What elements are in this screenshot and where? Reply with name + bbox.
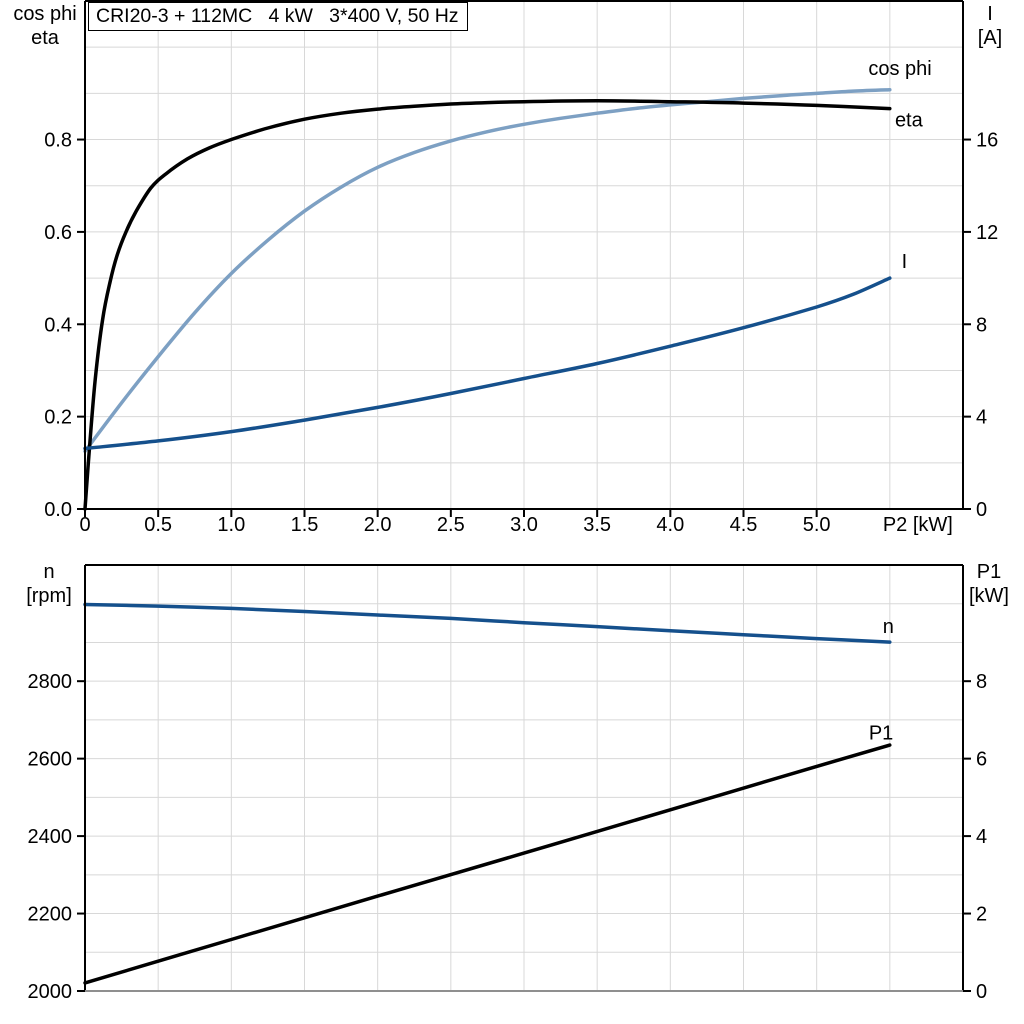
chart-title: CRI20-3 + 112MC 4 kW 3*400 V, 50 Hz <box>96 5 459 27</box>
axis-title-eta: eta <box>31 27 59 49</box>
x-tick-label: 3.5 <box>583 514 611 536</box>
bottom-left-axis-title: n [rpm] <box>6 560 92 608</box>
curve-i <box>83 276 892 451</box>
curve-cos-phi <box>83 87 892 454</box>
y-left-tick-label: 2600 <box>28 749 73 771</box>
curve-label-i: I <box>902 251 908 273</box>
x-tick-label: 0 <box>79 514 90 536</box>
y-left-tick-label: 0.0 <box>44 499 72 521</box>
axis-title-p1: P1 <box>976 561 1002 583</box>
curve-label-n: n <box>883 616 894 638</box>
y-left-tick-label: 2800 <box>28 671 73 693</box>
axis-title-current-unit: [A] <box>977 27 1003 49</box>
y-left-tick-label: 2200 <box>28 904 73 926</box>
axis-title-speed-unit: [rpm] <box>26 585 72 607</box>
curve-p1 <box>83 743 892 985</box>
x-tick-label: 1.0 <box>217 514 245 536</box>
y-right-tick-label: 0 <box>976 981 987 1003</box>
x-tick-label: 4.0 <box>656 514 684 536</box>
x-tick-label: 1.5 <box>291 514 319 536</box>
x-tick-label: 4.5 <box>730 514 758 536</box>
axis-title-current: I <box>987 3 993 25</box>
y-left-tick-label: 0.2 <box>44 407 72 429</box>
y-right-tick-label: 16 <box>976 130 998 152</box>
y-right-tick-label: 4 <box>976 407 987 429</box>
y-right-tick-label: 2 <box>976 904 987 926</box>
y-right-tick-label: 8 <box>976 671 987 693</box>
y-right-tick-label: 6 <box>976 749 987 771</box>
curve-label-p1: P1 <box>869 723 893 745</box>
y-left-tick-label: 0.4 <box>44 314 72 336</box>
x-tick-label: 3.0 <box>510 514 538 536</box>
y-right-tick-label: 12 <box>976 222 998 244</box>
y-right-tick-label: 0 <box>976 499 987 521</box>
axis-title-cos-phi: cos phi <box>13 3 77 25</box>
y-right-tick-label: 8 <box>976 314 987 336</box>
top-left-axis-title: cos phi eta <box>0 2 90 50</box>
curve-label-cos-phi: cos phi <box>868 58 931 80</box>
x-tick-label: 2.0 <box>364 514 392 536</box>
y-left-tick-label: 0.6 <box>44 222 72 244</box>
title-box: CRI20-3 + 112MC 4 kW 3*400 V, 50 Hz <box>88 2 468 31</box>
y-left-tick-label: 2000 <box>28 981 73 1003</box>
x-tick-label: 2.5 <box>437 514 465 536</box>
top-right-axis-title: I [A] <box>962 2 1018 50</box>
x-axis-label: P2 [kW] <box>883 514 953 536</box>
curve-n <box>83 602 892 644</box>
x-tick-label: 0.5 <box>144 514 172 536</box>
axis-title-speed: n <box>43 561 55 583</box>
axis-title-p1-unit: [kW] <box>969 585 1009 607</box>
curve-eta <box>83 99 892 511</box>
y-right-tick-label: 4 <box>976 826 987 848</box>
y-left-tick-label: 2400 <box>28 826 73 848</box>
y-left-tick-label: 0.8 <box>44 130 72 152</box>
curve-label-eta: eta <box>895 110 924 132</box>
bottom-right-axis-title: P1 [kW] <box>960 560 1018 608</box>
x-tick-label: 5.0 <box>803 514 831 536</box>
